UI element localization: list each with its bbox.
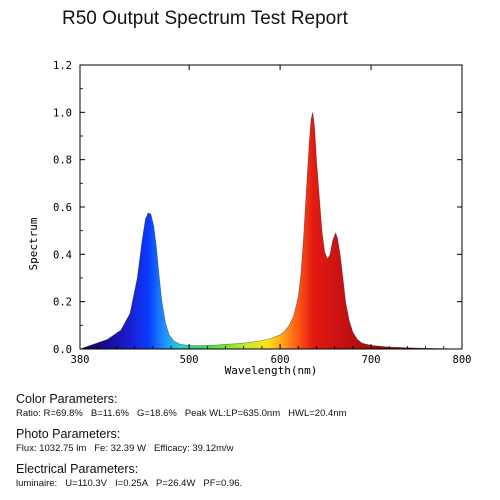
y-tick-label: 1.2 (53, 60, 72, 72)
parameter-value: I=0.25A (115, 478, 149, 489)
parameter-value: Ratio: R=69.8% (16, 408, 83, 419)
parameter-value: HWL=20.4nm (288, 408, 347, 419)
parameter-section-title: Electrical Parameters: (16, 462, 139, 476)
y-tick-label: 1.0 (53, 107, 72, 119)
spectrum-area (80, 112, 462, 349)
parameter-value: P=26.4W (156, 478, 196, 489)
report-title: R50 Output Spectrum Test Report (62, 8, 348, 29)
spectrum-chart: 0.0 0.2 0.4 0.6 0.8 1.0 1.2 380 500 600 700 800 Wav… (27, 60, 471, 377)
parameter-values: Flux: 1032.75 lm Fe: 32.39 W Efficacy: 39.… (16, 442, 486, 455)
parameter-section: Photo Parameters: Flux: 1032.75 lm Fe: 32.… (16, 427, 486, 455)
y-tick-label: 0.4 (53, 249, 72, 261)
parameter-section-title: Photo Parameters: (16, 427, 121, 441)
x-tick-label: 800 (453, 354, 472, 366)
x-tick-label: 500 (180, 354, 199, 366)
parameter-value: B=11.6% (90, 408, 129, 419)
plot-area: 0.0 0.2 0.4 0.6 0.8 1.0 1.2 380 500 600 700 800 (53, 60, 471, 366)
parameter-section: Color Parameters: Ratio: R=69.8% B=11.6% G=… (16, 392, 486, 420)
y-tick-label: 0.2 (53, 297, 72, 309)
x-axis-label: Wavelength(nm) (225, 364, 318, 377)
parameter-section: Electrical Parameters: luminaire: U=110.3V… (16, 462, 486, 490)
spectrum-outline (79, 112, 463, 350)
parameter-value: Flux: 1032.75 lm (16, 443, 87, 454)
x-tick-label: 600 (271, 354, 290, 366)
y-tick-label: 0.0 (53, 344, 72, 356)
parameter-values: luminaire: U=110.3V I=0.25A P=26.4W PF=0.96. (16, 477, 486, 490)
x-tick-label: 700 (362, 354, 381, 366)
parameter-value: luminaire: (16, 478, 58, 489)
parameters-panel: Color Parameters: Ratio: R=69.8% B=11.6% G=… (16, 392, 486, 497)
y-tick-label: 0.6 (53, 202, 72, 214)
parameter-value: U=110.3V (65, 478, 108, 489)
parameter-values: Ratio: R=69.8% B=11.6% G=18.6% Peak WL:LP=6… (16, 407, 486, 420)
y-tick-label: 0.8 (53, 155, 72, 167)
y-axis-label: Spectrum (27, 217, 40, 270)
parameter-value: G=18.6% (136, 408, 177, 419)
x-tick-label: 380 (71, 354, 90, 366)
parameter-section-title: Color Parameters: (16, 392, 118, 406)
parameter-value: PF=0.96. (203, 478, 243, 489)
parameter-value: Efficacy: 39.12m/w (153, 443, 234, 454)
parameter-value: Peak WL:LP=635.0nm (184, 408, 281, 419)
parameter-value: Fe: 32.39 W (94, 443, 146, 454)
